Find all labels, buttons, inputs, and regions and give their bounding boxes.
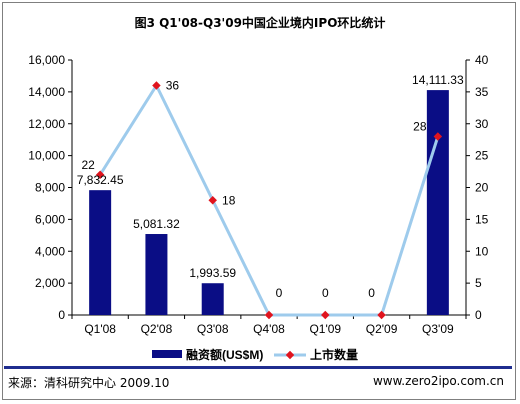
y-right-tick-label: 40 [475, 53, 489, 67]
y-left-tick-label: 10,000 [28, 149, 65, 163]
y-right-tick-label: 25 [475, 149, 489, 163]
line-value-label: 22 [81, 158, 95, 172]
data-labels: 7,832.45 5,081.32 1,993.59 14,111.33 22 36 18 0… [77, 73, 464, 300]
x-tick-label: Q4'08 [253, 322, 285, 336]
x-tick-label: Q3'08 [197, 322, 229, 336]
line-marker [95, 170, 105, 179]
bar [89, 190, 112, 315]
line-value-label: 0 [276, 286, 283, 300]
y-left-tick-label: 4,000 [35, 244, 65, 258]
x-tick-label: Q1'09 [309, 322, 341, 336]
bar [145, 234, 168, 315]
y-right-tick-label: 5 [475, 276, 482, 290]
line-value-label: 36 [166, 79, 180, 93]
y-right-tick-label: 10 [475, 244, 489, 258]
y-left-tick-label: 12,000 [28, 117, 65, 131]
bar-value-label: 1,993.59 [189, 266, 236, 280]
y-right-tick-label: 30 [475, 117, 489, 131]
source-note: 来源：清科研究中心 2009.10 [8, 376, 170, 390]
legend-line-label: 上市数量 [310, 347, 358, 362]
line-value-label: 0 [368, 286, 375, 300]
line-value-label: 18 [222, 193, 236, 207]
y-right-tick-label: 20 [475, 181, 489, 195]
line-marker [264, 310, 274, 320]
y-right-tick-label: 0 [475, 308, 482, 322]
line-marker [208, 196, 217, 205]
x-tick-label: Q2'08 [141, 322, 173, 336]
line-value-label: 28 [413, 120, 427, 134]
line-marker [433, 132, 443, 141]
legend-bar-swatch [152, 350, 182, 358]
chart-title: 图3 Q1'08-Q3'09中国企业境内IPO环比统计 [134, 16, 386, 30]
website-link[interactable]: www.zero2ipo.com.cn [372, 374, 504, 388]
y-left-tick-label: 8,000 [35, 181, 65, 195]
x-tick-label: Q1'08 [84, 322, 116, 336]
line-marker [152, 81, 161, 90]
x-tick-label: Q3'09 [422, 322, 454, 336]
y-left-tick-label: 0 [58, 308, 65, 322]
line-marker [377, 310, 386, 320]
y-left-tick-label: 16,000 [28, 53, 65, 67]
bar-series [89, 90, 449, 315]
footer-rule [4, 366, 512, 369]
x-tick-label: Q2'09 [366, 322, 398, 336]
bar [426, 90, 449, 315]
line-series [95, 81, 443, 320]
y-left-tick-label: 2,000 [35, 276, 65, 290]
bar [201, 283, 224, 315]
bar-value-label: 5,081.32 [133, 217, 180, 231]
y-right-tick-label: 15 [475, 212, 489, 226]
legend-line-marker [285, 350, 295, 360]
bar-value-label: 14,111.33 [412, 73, 464, 87]
y-left-tick-label: 6,000 [35, 212, 65, 226]
legend-bar-label: 融资额(US$M) [186, 347, 263, 362]
line-marker [321, 310, 330, 320]
legend: 融资额(US$M) 上市数量 [152, 347, 358, 362]
y-left-tick-label: 14,000 [28, 85, 65, 99]
axes: 0 2,000 4,000 6,000 8,000 10,000 12,000 14,000 1… [28, 53, 488, 336]
line-value-label: 0 [322, 286, 329, 300]
bar-value-label: 7,832.45 [77, 173, 124, 187]
y-right-tick-label: 35 [475, 85, 489, 99]
